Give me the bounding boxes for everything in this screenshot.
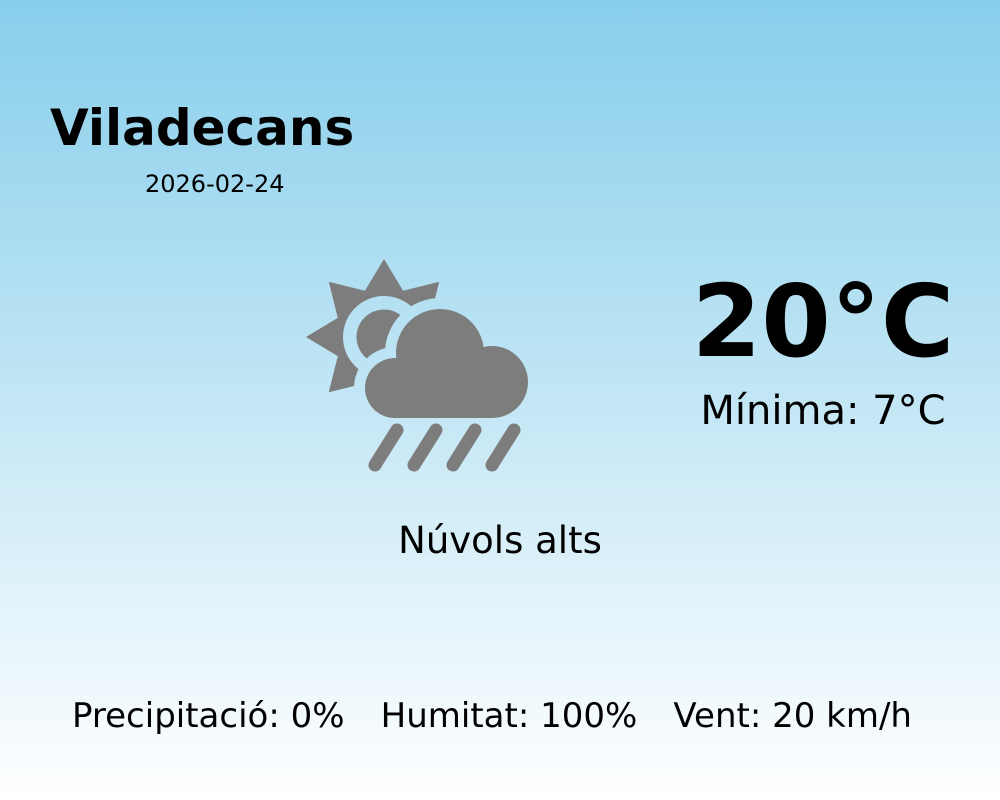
details-row: Precipitació: 0% Humitat: 100% Vent: 20 … (72, 699, 912, 733)
sun-behind-rain-cloud-icon (306, 259, 528, 472)
current-temperature: 20°C (691, 263, 955, 380)
icon-shapes (306, 259, 528, 472)
rain-drops (368, 423, 521, 472)
temperature-block: 20°C Mínima: 7°C (650, 263, 996, 434)
location-title: Viladecans (50, 99, 355, 157)
humidity-text: Humitat: 100% (380, 696, 638, 736)
cloud-shape (365, 309, 528, 418)
precipitation-text: Precipitació: 0% (72, 696, 345, 736)
wind-text: Vent: 20 km/h (673, 696, 912, 736)
forecast-date: 2026-02-24 (145, 170, 285, 198)
condition-text: Núvols alts (398, 519, 602, 562)
minimum-temperature: Mínima: 7°C (700, 388, 946, 434)
